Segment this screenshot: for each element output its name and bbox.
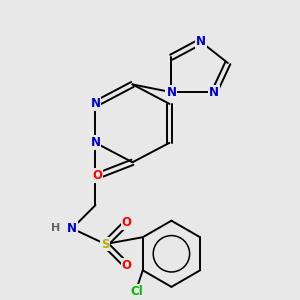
Text: S: S — [101, 238, 110, 250]
Text: O: O — [122, 259, 132, 272]
Text: N: N — [91, 98, 100, 110]
Text: N: N — [167, 86, 176, 99]
Text: O: O — [92, 169, 102, 182]
Text: Cl: Cl — [130, 285, 143, 298]
Text: O: O — [122, 216, 132, 229]
Text: H: H — [51, 223, 60, 233]
Text: N: N — [91, 136, 100, 149]
Text: N: N — [67, 222, 77, 235]
Text: N: N — [196, 35, 206, 48]
Text: N: N — [209, 86, 219, 99]
